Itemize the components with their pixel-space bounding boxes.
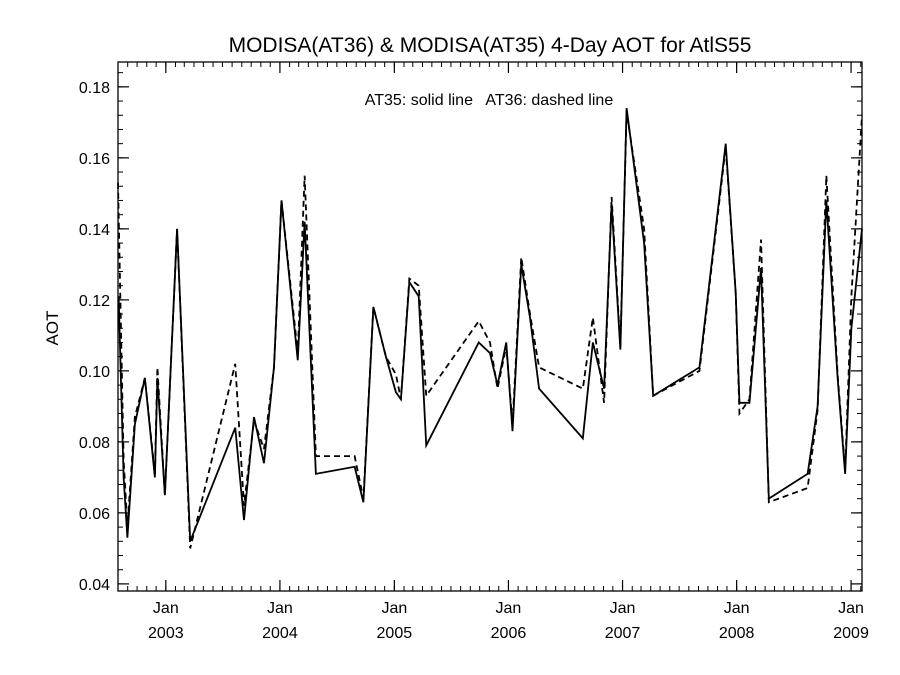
y-tick-label: 0.08 [79, 435, 110, 452]
plot-area: 0.04 0.06 0.08 0.10 0.12 0.14 0.16 0.18 Jan 2003 J… [79, 61, 869, 642]
x-tick-month-label: Jan [153, 600, 179, 617]
x-tick-year-label: 2006 [491, 625, 527, 642]
x-tick-year-label: 2005 [377, 625, 413, 642]
x-tick-month-label: Jan [381, 600, 407, 617]
x-tick-year-label: 2007 [605, 625, 641, 642]
x-tick-month-label: Jan [838, 600, 864, 617]
x-tick-month-label: Jan [267, 600, 293, 617]
y-tick-label: 0.14 [79, 222, 110, 239]
series-line-at35 [117, 108, 863, 542]
y-axis-label: AOT [43, 311, 62, 346]
y-tick-label: 0.12 [79, 293, 110, 310]
x-tick-month-label: Jan [496, 600, 522, 617]
y-tick-label: 0.18 [79, 80, 110, 97]
series-line-at36 [117, 111, 863, 549]
plot-frame [117, 61, 863, 592]
series-style-annotation: AT35: solid line AT36: dashed line [365, 92, 614, 109]
x-tick-month-label: Jan [610, 600, 636, 617]
x-tick-year-label: 2009 [833, 625, 869, 642]
x-tick-year-label: 2003 [148, 625, 184, 642]
x-tick-year-label: 2004 [262, 625, 298, 642]
y-tick-label: 0.10 [79, 364, 110, 381]
x-tick-month-label: Jan [724, 600, 750, 617]
y-tick-label: 0.16 [79, 151, 110, 168]
y-tick-label: 0.04 [79, 577, 110, 594]
y-tick-label: 0.06 [79, 506, 110, 523]
chart-title: MODISA(AT36) & MODISA(AT35) 4-Day AOT fo… [229, 34, 752, 57]
x-tick-year-label: 2008 [719, 625, 755, 642]
